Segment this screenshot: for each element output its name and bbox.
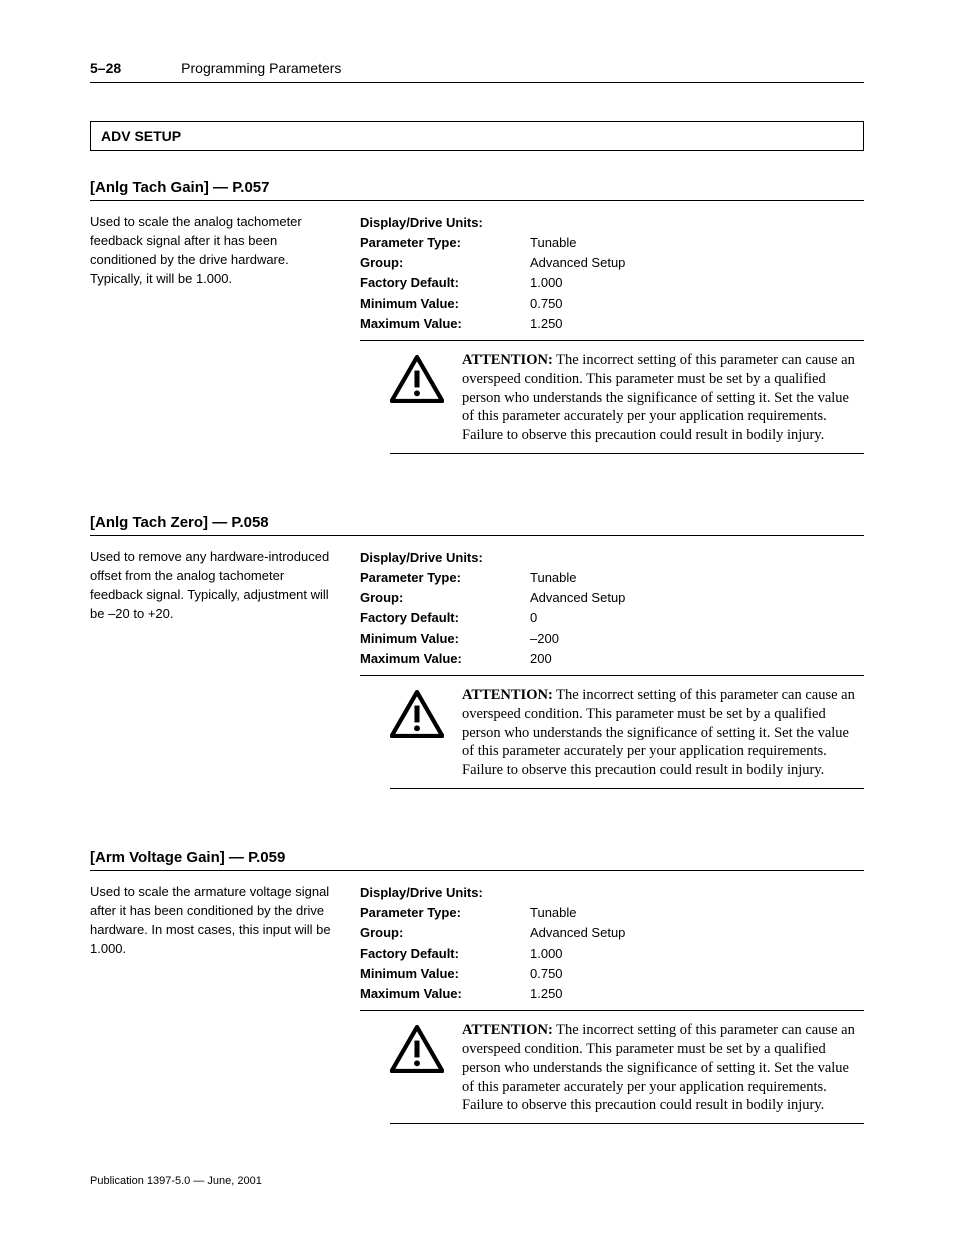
warning-icon	[390, 355, 444, 403]
prop-row: Display/Drive Units:	[360, 548, 864, 568]
prop-label: Group:	[360, 253, 530, 273]
prop-table: Display/Drive Units:Parameter Type:Tunab…	[360, 213, 864, 341]
prop-value: 0	[530, 608, 864, 628]
param-two-col: Used to remove any hardware-introduced o…	[90, 548, 864, 789]
prop-row: Maximum Value:1.250	[360, 314, 864, 334]
attention-lead: ATTENTION:	[462, 687, 553, 703]
prop-value	[530, 213, 864, 233]
param-block: [Arm Voltage Gain] — P.059 Used to scale …	[90, 849, 864, 1124]
prop-value	[530, 883, 864, 903]
attention-box: ATTENTION: The incorrect setting of this…	[390, 1017, 864, 1124]
attention-text: ATTENTION: The incorrect setting of this…	[462, 1021, 864, 1115]
param-block: [Anlg Tach Zero] — P.058 Used to remove a…	[90, 514, 864, 789]
prop-value: 1.250	[530, 314, 864, 334]
prop-label: Display/Drive Units:	[360, 213, 530, 233]
section-bar: ADV SETUP	[90, 121, 864, 151]
prop-value: 1.250	[530, 984, 864, 1004]
prop-label: Display/Drive Units:	[360, 883, 530, 903]
prop-label: Parameter Type:	[360, 568, 530, 588]
page: 5–28 Programming Parameters ADV SETUP [A…	[0, 0, 954, 1235]
prop-value: Advanced Setup	[530, 253, 864, 273]
prop-value: 1.000	[530, 944, 864, 964]
warning-icon-wrap	[390, 1021, 444, 1078]
param-details: Display/Drive Units:Parameter Type:Tunab…	[360, 548, 864, 789]
prop-row: Minimum Value:–200	[360, 629, 864, 649]
warning-icon	[390, 690, 444, 738]
prop-value: Tunable	[530, 903, 864, 923]
prop-value: 0.750	[530, 294, 864, 314]
prop-label: Minimum Value:	[360, 964, 530, 984]
attention-text: ATTENTION: The incorrect setting of this…	[462, 351, 864, 445]
prop-value: Tunable	[530, 568, 864, 588]
param-title: [Anlg Tach Gain] — P.057	[90, 179, 864, 201]
prop-label: Group:	[360, 588, 530, 608]
chapter-title: Programming Parameters	[181, 60, 341, 76]
warning-icon-wrap	[390, 686, 444, 743]
prop-table: Display/Drive Units:Parameter Type:Tunab…	[360, 883, 864, 1011]
params-container: [Anlg Tach Gain] — P.057 Used to scale th…	[90, 179, 864, 1124]
prop-label: Group:	[360, 923, 530, 943]
prop-row: Factory Default:1.000	[360, 273, 864, 293]
prop-label: Maximum Value:	[360, 984, 530, 1004]
attention-text: ATTENTION: The incorrect setting of this…	[462, 686, 864, 780]
prop-row: Factory Default:0	[360, 608, 864, 628]
prop-label: Factory Default:	[360, 608, 530, 628]
prop-row: Parameter Type:Tunable	[360, 233, 864, 253]
prop-row: Minimum Value:0.750	[360, 964, 864, 984]
param-block: [Anlg Tach Gain] — P.057 Used to scale th…	[90, 179, 864, 454]
prop-value	[530, 548, 864, 568]
prop-row: Parameter Type:Tunable	[360, 568, 864, 588]
prop-row: Display/Drive Units:	[360, 883, 864, 903]
param-two-col: Used to scale the analog tachometer feed…	[90, 213, 864, 454]
prop-row: Parameter Type:Tunable	[360, 903, 864, 923]
param-details: Display/Drive Units:Parameter Type:Tunab…	[360, 883, 864, 1124]
prop-value: 1.000	[530, 273, 864, 293]
prop-row: Group:Advanced Setup	[360, 923, 864, 943]
prop-value: Tunable	[530, 233, 864, 253]
attention-lead: ATTENTION:	[462, 1022, 553, 1038]
param-details: Display/Drive Units:Parameter Type:Tunab…	[360, 213, 864, 454]
param-two-col: Used to scale the armature voltage signa…	[90, 883, 864, 1124]
warning-icon	[390, 1025, 444, 1073]
page-header: 5–28 Programming Parameters	[90, 60, 864, 83]
prop-row: Minimum Value:0.750	[360, 294, 864, 314]
prop-row: Group:Advanced Setup	[360, 588, 864, 608]
prop-label: Parameter Type:	[360, 233, 530, 253]
param-description: Used to remove any hardware-introduced o…	[90, 548, 340, 789]
prop-value: 0.750	[530, 964, 864, 984]
prop-label: Maximum Value:	[360, 314, 530, 334]
attention-lead: ATTENTION:	[462, 352, 553, 368]
param-title: [Anlg Tach Zero] — P.058	[90, 514, 864, 536]
prop-row: Maximum Value:1.250	[360, 984, 864, 1004]
param-description: Used to scale the armature voltage signa…	[90, 883, 340, 1124]
prop-row: Maximum Value:200	[360, 649, 864, 669]
attention-box: ATTENTION: The incorrect setting of this…	[390, 347, 864, 454]
prop-value: 200	[530, 649, 864, 669]
publication-footer: Publication 1397-5.0 — June, 2001	[90, 1175, 262, 1187]
prop-label: Minimum Value:	[360, 629, 530, 649]
prop-row: Display/Drive Units:	[360, 213, 864, 233]
prop-row: Group:Advanced Setup	[360, 253, 864, 273]
prop-label: Minimum Value:	[360, 294, 530, 314]
prop-label: Factory Default:	[360, 273, 530, 293]
warning-icon-wrap	[390, 351, 444, 408]
param-description: Used to scale the analog tachometer feed…	[90, 213, 340, 454]
param-title: [Arm Voltage Gain] — P.059	[90, 849, 864, 871]
page-number: 5–28	[90, 60, 121, 76]
prop-label: Factory Default:	[360, 944, 530, 964]
prop-row: Factory Default:1.000	[360, 944, 864, 964]
prop-label: Maximum Value:	[360, 649, 530, 669]
prop-label: Parameter Type:	[360, 903, 530, 923]
prop-value: –200	[530, 629, 864, 649]
prop-value: Advanced Setup	[530, 588, 864, 608]
prop-value: Advanced Setup	[530, 923, 864, 943]
prop-table: Display/Drive Units:Parameter Type:Tunab…	[360, 548, 864, 676]
attention-box: ATTENTION: The incorrect setting of this…	[390, 682, 864, 789]
prop-label: Display/Drive Units:	[360, 548, 530, 568]
